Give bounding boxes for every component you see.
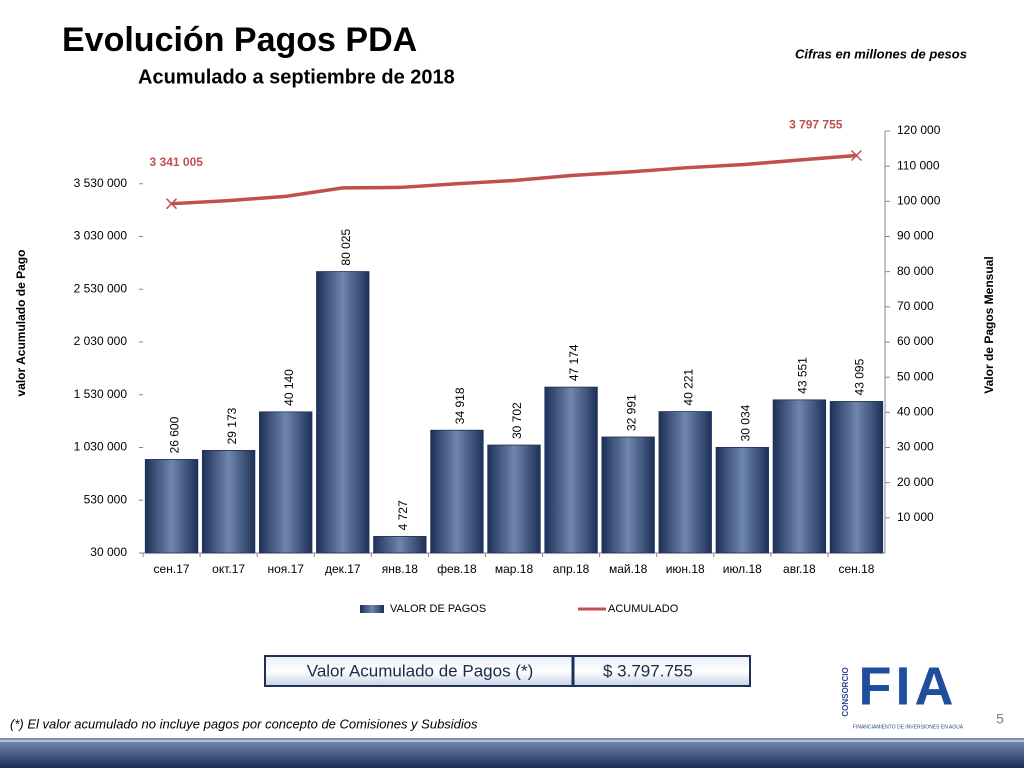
bar-value-label: 40 221: [681, 369, 695, 406]
legend-label: VALOR DE PAGOS: [390, 603, 486, 615]
y2-tick-label: 80 000: [897, 264, 934, 278]
y-tick-label: 530 000: [84, 492, 128, 506]
y-tick-label: 3 030 000: [74, 229, 128, 243]
logo-consortium: CONSORCIO: [841, 667, 850, 716]
y-tick-label: 2 530 000: [74, 281, 128, 295]
bar: [487, 444, 541, 554]
bar: [201, 450, 256, 554]
line-value-label: 3 797 755: [789, 118, 843, 132]
bar: [544, 386, 598, 554]
x-tick-label: дек.17: [325, 562, 361, 576]
y2-tick-label: 90 000: [897, 229, 934, 243]
line-value-label: 3 341 005: [150, 155, 204, 169]
bar: [772, 399, 827, 554]
summary-label: Valor Acumulado de Pagos (*): [307, 661, 533, 680]
x-tick-label: авг.18: [783, 562, 816, 576]
bar-value-label: 4 727: [396, 500, 410, 530]
x-tick-label: янв.18: [382, 562, 419, 576]
y2-tick-label: 100 000: [897, 194, 941, 208]
bar-value-label: 29 173: [225, 407, 239, 444]
logo: CONSORCIO FIA FINANCIAMIENTO DE INVERSIO…: [841, 656, 964, 730]
units-note: Cifras en millones de pesos: [795, 46, 967, 61]
line: [171, 153, 857, 206]
bar: [144, 459, 199, 554]
y2-tick-label: 70 000: [897, 299, 934, 313]
bar: [316, 271, 370, 554]
x-tick-label: сен.18: [838, 562, 874, 576]
x-tick-label: июл.18: [723, 562, 762, 576]
y2-tick-label: 20 000: [897, 475, 934, 489]
y-tick-label: 30 000: [90, 545, 127, 559]
legend-label: ACUMULADO: [608, 603, 679, 615]
bar-value-label: 80 025: [339, 229, 353, 266]
bar: [430, 429, 484, 554]
bar: [715, 446, 769, 554]
subtitle: Acumulado a septiembre de 2018: [138, 66, 455, 88]
y-tick-label: 2 030 000: [74, 334, 128, 348]
bar: [658, 411, 712, 554]
footer-band: [0, 738, 1024, 768]
title: Evolución Pagos PDA: [62, 21, 417, 59]
summary-box: [264, 655, 751, 687]
y-tick-label: 1 530 000: [74, 387, 128, 401]
legend-swatch: [360, 605, 384, 613]
y2-tick-label: 50 000: [897, 369, 934, 383]
bar: [373, 535, 427, 554]
bar: [829, 401, 884, 554]
x-tick-label: фев.18: [437, 562, 477, 576]
bar: [601, 436, 655, 554]
line-marker: [166, 198, 178, 210]
bar-value-label: 40 140: [282, 369, 296, 406]
bar-value-label: 32 991: [624, 394, 638, 431]
logo-name: FIA: [859, 656, 958, 716]
y2-tick-label: 40 000: [897, 405, 934, 419]
bar-value-label: 30 702: [510, 402, 524, 439]
y2-tick-label: 110 000: [897, 158, 940, 172]
y2-tick-label: 10 000: [897, 510, 934, 524]
bar-value-label: 43 551: [796, 357, 810, 394]
y2-tick-label: 120 000: [897, 123, 941, 137]
summary-value: $ 3.797.755: [603, 661, 693, 680]
line-marker: [850, 149, 862, 162]
y2-axis-title: Valor de Pagos Mensual: [982, 256, 996, 393]
bar-value-label: 34 918: [453, 387, 467, 424]
y2-tick-label: 60 000: [897, 334, 934, 348]
bar-value-label: 26 600: [168, 416, 182, 453]
y2-tick-label: 30 000: [897, 440, 934, 454]
x-tick-label: сен.17: [154, 562, 190, 576]
y-axis-title: valor Acumulado de Pago: [14, 250, 28, 397]
x-tick-label: окт.17: [212, 562, 245, 576]
x-tick-label: ноя.17: [267, 562, 304, 576]
logo-tagline: FINANCIAMIENTO DE INVERSIONES EN AGUA: [853, 724, 964, 730]
footnote: (*) El valor acumulado no incluye pagos …: [10, 716, 478, 731]
bar: [259, 411, 313, 554]
bar-value-label: 30 034: [738, 404, 752, 441]
y-tick-label: 3 530 000: [74, 176, 128, 190]
bar-value-label: 43 095: [853, 358, 867, 395]
x-tick-label: май.18: [609, 562, 648, 576]
page-number: 5: [996, 711, 1004, 727]
x-tick-label: апр.18: [553, 562, 590, 576]
x-tick-label: мар.18: [495, 562, 534, 576]
bar-value-label: 47 174: [567, 344, 581, 381]
x-tick-label: июн.18: [666, 562, 705, 576]
y-tick-label: 1 030 000: [74, 440, 128, 454]
